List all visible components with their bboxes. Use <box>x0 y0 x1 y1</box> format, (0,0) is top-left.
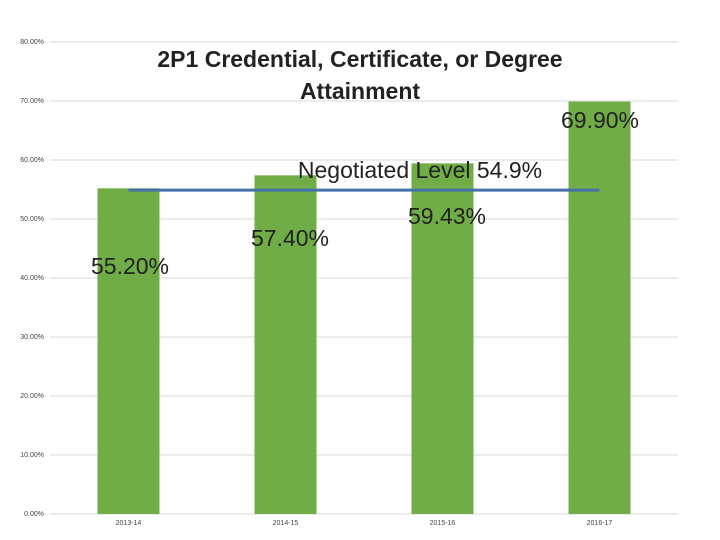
data-label: 59.43% <box>408 203 486 229</box>
x-tick-label: 2013-14 <box>116 520 142 527</box>
y-tick-label: 80.00% <box>20 39 44 46</box>
bar <box>254 175 317 514</box>
y-tick-label: 0.00% <box>24 511 44 518</box>
x-tick-label: 2014-15 <box>273 520 299 527</box>
chart-title: Attainment <box>300 78 420 104</box>
y-tick-label: 50.00% <box>20 216 44 223</box>
target-label: Negotiated Level 54.9% <box>298 157 542 183</box>
y-tick-label: 30.00% <box>20 334 44 341</box>
data-label: 55.20% <box>91 253 169 279</box>
x-tick-label: 2016-17 <box>587 520 613 527</box>
bar <box>411 163 474 514</box>
bar <box>568 101 631 514</box>
y-tick-label: 70.00% <box>20 98 44 105</box>
bar <box>97 188 160 514</box>
data-label: 69.90% <box>561 107 639 133</box>
y-tick-label: 60.00% <box>20 157 44 164</box>
y-tick-label: 20.00% <box>20 393 44 400</box>
x-tick-label: 2015-16 <box>430 520 456 527</box>
y-tick-label: 40.00% <box>20 275 44 282</box>
chart-title: 2P1 Credential, Certificate, or Degree <box>157 46 562 72</box>
data-label: 57.40% <box>251 225 329 251</box>
y-tick-label: 10.00% <box>20 452 44 459</box>
